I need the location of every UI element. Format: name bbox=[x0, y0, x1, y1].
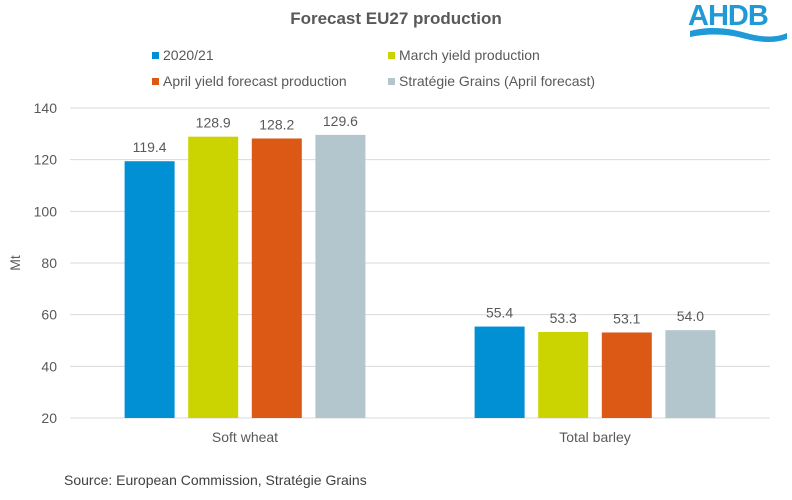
logo-wave-icon bbox=[690, 27, 787, 42]
legend-item-2020-21: 2020/21 bbox=[152, 47, 214, 63]
data-label: 129.6 bbox=[323, 113, 358, 129]
legend-swatch-march-yield bbox=[388, 52, 395, 59]
y-tick-label: 60 bbox=[41, 307, 57, 323]
legend-label: 2020/21 bbox=[163, 47, 214, 63]
bar bbox=[188, 136, 239, 419]
bar bbox=[124, 161, 175, 418]
y-tick-label: 120 bbox=[34, 152, 58, 168]
bar bbox=[251, 138, 302, 418]
x-category-label: Soft wheat bbox=[212, 429, 278, 445]
data-label: 119.4 bbox=[133, 139, 167, 155]
data-label: 53.1 bbox=[613, 310, 640, 326]
y-tick-label: 140 bbox=[34, 100, 58, 116]
legend-item-march-yield: March yield production bbox=[388, 47, 540, 63]
legend-item-strategie-grains: Stratégie Grains (April forecast) bbox=[388, 73, 595, 89]
y-tick-label: 100 bbox=[34, 203, 58, 219]
legend-label: April yield forecast production bbox=[163, 73, 347, 89]
chart-title: Forecast EU27 production bbox=[290, 9, 502, 28]
bar bbox=[315, 134, 366, 418]
y-tick-label: 20 bbox=[41, 410, 57, 426]
bar bbox=[474, 326, 525, 418]
x-category-label: Total barley bbox=[559, 429, 631, 445]
legend-label: March yield production bbox=[399, 47, 540, 63]
bar bbox=[538, 331, 589, 418]
data-label: 54.0 bbox=[677, 308, 704, 324]
legend-swatch-strategie-grains bbox=[388, 78, 395, 85]
legend-item-april-yield: April yield forecast production bbox=[152, 73, 347, 89]
bar bbox=[665, 330, 716, 418]
data-label: 128.9 bbox=[196, 115, 231, 131]
bar bbox=[601, 332, 652, 418]
data-label: 55.4 bbox=[486, 305, 513, 321]
legend-label: Stratégie Grains (April forecast) bbox=[399, 73, 596, 89]
logo-text: AHDB bbox=[688, 0, 769, 32]
legend-swatch-april-yield bbox=[152, 78, 159, 85]
y-axis-label: Mt bbox=[7, 255, 23, 271]
data-label: 53.3 bbox=[550, 310, 577, 326]
ahdb-logo: AHDB bbox=[688, 0, 788, 43]
y-tick-label: 40 bbox=[41, 358, 57, 374]
y-tick-label: 80 bbox=[41, 255, 57, 271]
bar-chart: 20 40 60 80 100 120 140 Mt 119.4 128.9 128.2 129.6 S… bbox=[7, 100, 770, 445]
source-note: Source: European Commission, Stratégie G… bbox=[64, 472, 367, 488]
legend-swatch-2020-21 bbox=[152, 52, 159, 59]
data-label: 128.2 bbox=[259, 116, 294, 132]
